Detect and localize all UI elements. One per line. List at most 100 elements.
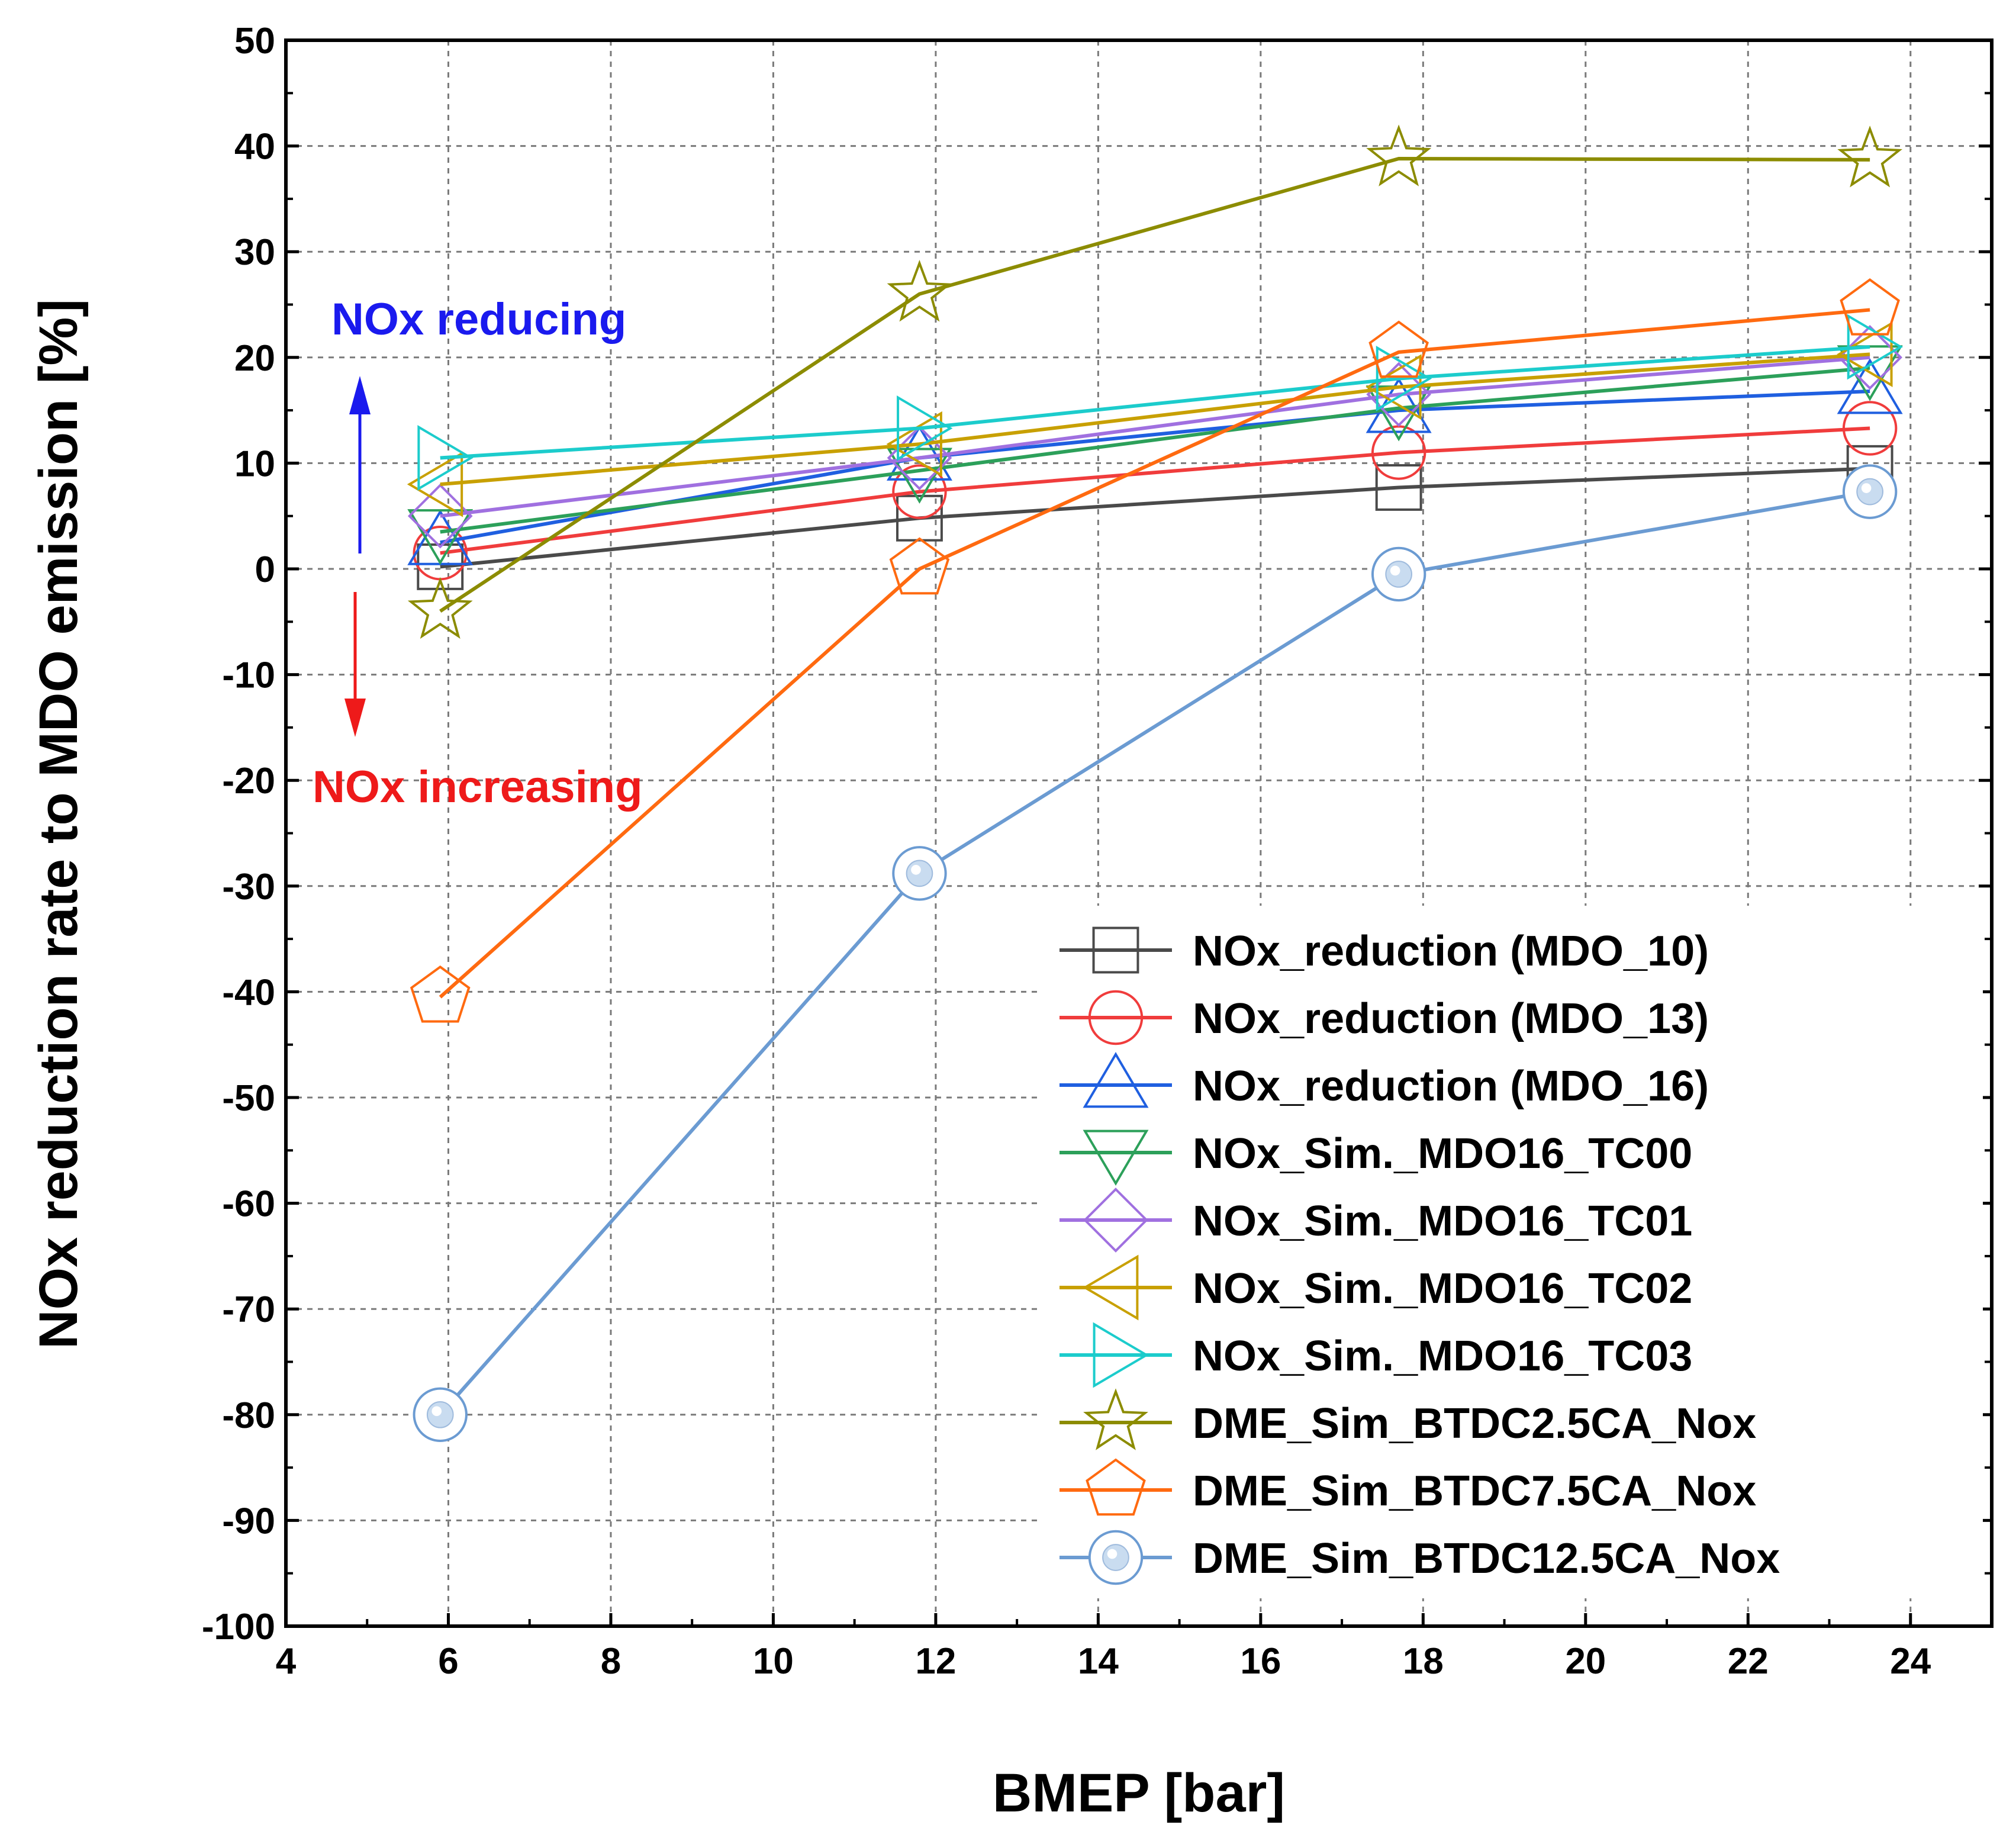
y-tick-label: 20 bbox=[234, 338, 275, 379]
legend-label: NOx_reduction (MDO_13) bbox=[1193, 995, 1709, 1042]
series-8 bbox=[407, 124, 1903, 639]
data-point-square bbox=[1375, 464, 1422, 511]
data-point-triangle-right bbox=[1847, 314, 1904, 380]
x-tick-label: 8 bbox=[601, 1641, 621, 1682]
sphere-core bbox=[426, 1401, 454, 1428]
y-tick-label: -80 bbox=[222, 1395, 275, 1436]
data-point-circle bbox=[892, 464, 947, 519]
x-tick-label: 6 bbox=[438, 1641, 458, 1682]
data-point-triangle-left bbox=[1366, 354, 1422, 420]
x-tick-label: 12 bbox=[915, 1641, 956, 1682]
x-tick-label: 4 bbox=[276, 1641, 297, 1682]
y-tick-label: -40 bbox=[222, 972, 275, 1013]
data-point-star bbox=[1366, 124, 1432, 186]
series-line bbox=[440, 352, 1870, 487]
data-point-sphere bbox=[413, 1387, 468, 1443]
x-tick-label: 22 bbox=[1728, 1641, 1769, 1682]
legend-entry: DME_Sim_BTDC7.5CA_Nox bbox=[1059, 1458, 1756, 1516]
data-point-triangle-down bbox=[886, 448, 952, 504]
legend-marker-triangle-down bbox=[1083, 1129, 1149, 1186]
legend-marker-sphere bbox=[1088, 1530, 1144, 1585]
axis-ticks: 4 6 8 10 12 14 16 18 20 22 24 50 40 30 20 10 0 -10 -20 -30 -… bbox=[202, 21, 1992, 1682]
data-point-pentagon bbox=[1368, 320, 1429, 378]
data-point-triangle-right bbox=[417, 424, 474, 491]
data-point-triangle-left bbox=[1837, 321, 1893, 387]
y-tick-label: -90 bbox=[222, 1501, 275, 1542]
data-point-star bbox=[1837, 125, 1903, 188]
x-tick-label: 18 bbox=[1403, 1641, 1444, 1682]
legend-entry: NOx_Sim._MDO16_TC01 bbox=[1059, 1188, 1692, 1253]
data-point-circle bbox=[1842, 401, 1898, 456]
legend-label: NOx_Sim._MDO16_TC03 bbox=[1193, 1333, 1692, 1380]
sphere-core bbox=[1856, 478, 1883, 506]
y-tick-label: -60 bbox=[222, 1184, 275, 1225]
y-tick-label: -30 bbox=[222, 867, 275, 907]
sphere-highlight bbox=[911, 865, 921, 875]
sphere-core bbox=[1102, 1544, 1129, 1571]
data-point-sphere bbox=[1842, 464, 1898, 519]
series-line bbox=[440, 466, 1870, 569]
y-tick-label: -100 bbox=[202, 1607, 275, 1647]
y-axis-title: NOx reduction rate to MDO emission [%] bbox=[28, 299, 89, 1349]
annotation-nox-reducing: NOx reducing bbox=[331, 294, 626, 345]
legend-entry: NOx_Sim._MDO16_TC00 bbox=[1059, 1129, 1692, 1186]
annotation-nox-increasing: NOx increasing bbox=[313, 762, 643, 812]
y-tick-label: -10 bbox=[222, 655, 275, 696]
legend: NOx_reduction (MDO_10) NOx_reduction (MDO… bbox=[1042, 906, 1983, 1598]
legend-marker-square bbox=[1092, 926, 1139, 974]
legend-marker-triangle-right bbox=[1093, 1322, 1149, 1388]
sphere-highlight bbox=[1861, 483, 1872, 493]
data-point-sphere bbox=[1371, 546, 1426, 602]
annotation-group: NOx reducing NOx increasing bbox=[313, 294, 643, 812]
legend-marker-star bbox=[1083, 1388, 1148, 1450]
legend-marker-triangle-up bbox=[1083, 1052, 1149, 1108]
x-axis-title: BMEP [bar] bbox=[993, 1763, 1285, 1823]
legend-label: DME_Sim_BTDC2.5CA_Nox bbox=[1193, 1400, 1756, 1447]
data-point-triangle-left bbox=[407, 451, 463, 517]
data-point-sphere bbox=[892, 846, 947, 901]
x-tick-label: 24 bbox=[1890, 1641, 1931, 1682]
sphere-highlight bbox=[1107, 1549, 1118, 1559]
data-point-triangle-right bbox=[897, 395, 953, 461]
legend-entry: NOx_reduction (MDO_13) bbox=[1059, 990, 1709, 1045]
y-tick-label: 40 bbox=[234, 127, 275, 168]
series-line bbox=[439, 308, 1870, 999]
data-point-triangle-right bbox=[1376, 346, 1432, 412]
legend-label: DME_Sim_BTDC7.5CA_Nox bbox=[1193, 1468, 1756, 1515]
y-tick-label: 50 bbox=[234, 21, 275, 62]
legend-entry: DME_Sim_BTDC2.5CA_Nox bbox=[1059, 1388, 1756, 1450]
series-6 bbox=[407, 321, 1893, 517]
legend-entry: DME_Sim_BTDC12.5CA_Nox bbox=[1059, 1530, 1780, 1585]
legend-label: NOx_reduction (MDO_10) bbox=[1193, 928, 1709, 975]
legend-entry: NOx_reduction (MDO_16) bbox=[1059, 1052, 1709, 1110]
legend-label: NOx_reduction (MDO_16) bbox=[1193, 1063, 1709, 1110]
y-tick-label: -20 bbox=[222, 761, 275, 802]
x-tick-label: 10 bbox=[753, 1641, 794, 1682]
legend-entry: NOx_Sim._MDO16_TC03 bbox=[1059, 1322, 1692, 1388]
x-tick-label: 16 bbox=[1240, 1641, 1281, 1682]
legend-marker-diamond bbox=[1083, 1188, 1148, 1253]
legend-entry: NOx_reduction (MDO_10) bbox=[1059, 926, 1709, 975]
x-tick-label: 14 bbox=[1078, 1641, 1119, 1682]
legend-label: NOx_Sim._MDO16_TC02 bbox=[1193, 1265, 1692, 1312]
data-point-pentagon bbox=[410, 965, 471, 1023]
legend-marker-circle bbox=[1088, 990, 1144, 1045]
series-line bbox=[440, 355, 1870, 518]
series-line bbox=[439, 157, 1870, 613]
y-tick-label: -50 bbox=[222, 1078, 275, 1119]
data-point-square bbox=[896, 494, 943, 542]
series-line bbox=[440, 366, 1870, 534]
arrow-down-head bbox=[344, 699, 366, 737]
y-tick-label: 10 bbox=[234, 443, 275, 484]
legend-label: DME_Sim_BTDC12.5CA_Nox bbox=[1193, 1535, 1780, 1582]
series-7 bbox=[417, 314, 1904, 491]
data-point-pentagon bbox=[889, 537, 950, 595]
series-line bbox=[439, 490, 1870, 1416]
legend-label: NOx_Sim._MDO16_TC00 bbox=[1193, 1130, 1692, 1177]
series-line bbox=[440, 345, 1870, 460]
sphere-highlight bbox=[431, 1406, 442, 1417]
data-point-star bbox=[407, 577, 473, 639]
data-point-triangle-up bbox=[1837, 358, 1903, 414]
sphere-highlight bbox=[1390, 565, 1400, 576]
